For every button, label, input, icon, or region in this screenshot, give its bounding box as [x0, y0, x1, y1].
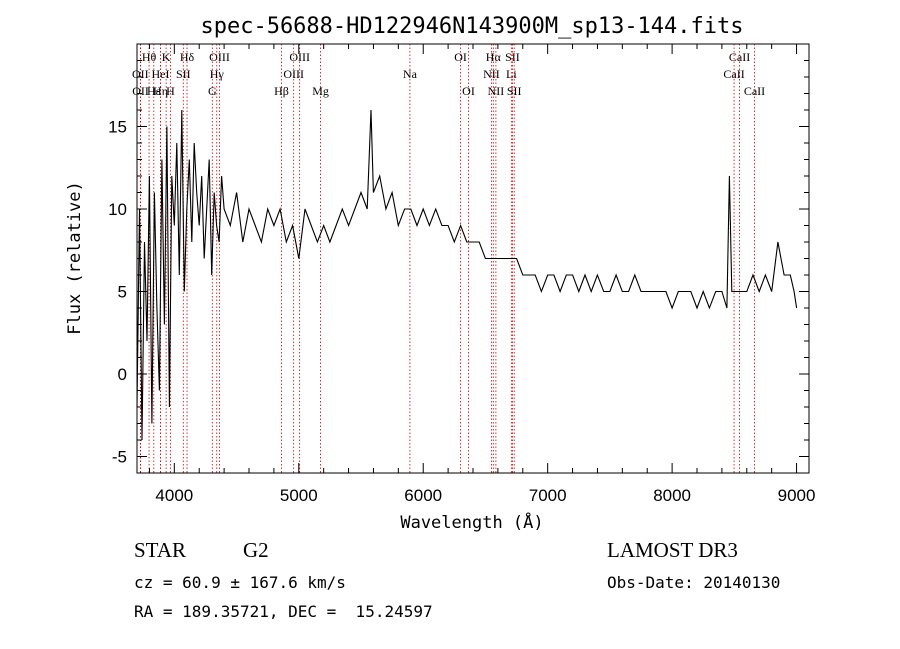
y-tick-label: 0 — [118, 365, 127, 384]
x-axis-label: Wavelength (Å) — [400, 511, 543, 533]
line-marker-label: SII — [505, 50, 520, 64]
line-marker-label: K — [162, 50, 171, 64]
line-marker-label: Hη — [153, 84, 168, 98]
line-marker-label: SII — [176, 67, 191, 81]
survey-name: LAMOST DR3 — [607, 538, 738, 562]
spectrum-plot-area — [136, 109, 798, 441]
y-tick-label: -5 — [112, 448, 127, 467]
line-marker-label: SII — [507, 84, 522, 98]
line-marker-label: OIII — [289, 50, 310, 64]
line-marker-label: Hβ — [274, 84, 289, 98]
line-marker-label: Mg — [312, 84, 329, 98]
x-tick-label: 5000 — [280, 486, 318, 505]
x-tick-label: 4000 — [155, 486, 193, 505]
line-marker-label: OII — [132, 67, 149, 81]
line-marker-label: NII — [483, 67, 500, 81]
line-marker-label: HeI — [152, 67, 170, 81]
line-marker-label: CaII — [744, 84, 765, 98]
object-class: STAR — [134, 538, 186, 562]
line-marker-label: NII — [488, 84, 505, 98]
line-marker-label: Hθ — [142, 50, 157, 64]
line-marker-label: OIII — [209, 50, 230, 64]
line-marker-label: H — [166, 84, 175, 98]
coordinates-text: RA = 189.35721, DEC = 15.24597 — [134, 602, 433, 621]
x-tick-label: 7000 — [529, 486, 567, 505]
y-tick-label: 10 — [108, 200, 127, 219]
line-marker-label: Na — [403, 67, 418, 81]
spectral-subclass: G2 — [243, 538, 269, 562]
line-marker-label: OI — [454, 50, 467, 64]
axis-ticks: 4000 5000 6000 7000 8000 9000 -5 0 5 10 15 — [108, 44, 815, 505]
line-marker-label: Hδ — [180, 50, 195, 64]
line-marker-label: G — [208, 84, 217, 98]
y-tick-label: 15 — [108, 118, 127, 137]
spectrum-series-0 — [136, 109, 798, 441]
obs-date-text: Obs-Date: 20140130 — [607, 573, 781, 592]
line-marker-label: Hγ — [210, 67, 225, 81]
line-marker-label: Hα — [486, 50, 502, 64]
x-tick-label: 9000 — [778, 486, 816, 505]
x-tick-label: 8000 — [653, 486, 691, 505]
line-marker-label: OI — [462, 84, 475, 98]
line-marker-label: CaII — [723, 67, 744, 81]
line-marker-label: Hε — [147, 84, 161, 98]
line-marker-label: OIII — [283, 67, 304, 81]
redshift-text: cz = 60.9 ± 167.6 km/s — [134, 573, 346, 592]
x-tick-label: 6000 — [404, 486, 442, 505]
chart-title: spec-56688-HD122946N143900M_sp13-144.fit… — [200, 14, 743, 39]
line-marker-label: OII — [132, 84, 149, 98]
y-tick-label: 5 — [118, 283, 127, 302]
line-marker-label: CaII — [729, 50, 750, 64]
y-axis-label: Flux (relative) — [65, 181, 85, 335]
line-marker-label: Li — [506, 67, 517, 81]
plot-frame — [136, 43, 810, 474]
